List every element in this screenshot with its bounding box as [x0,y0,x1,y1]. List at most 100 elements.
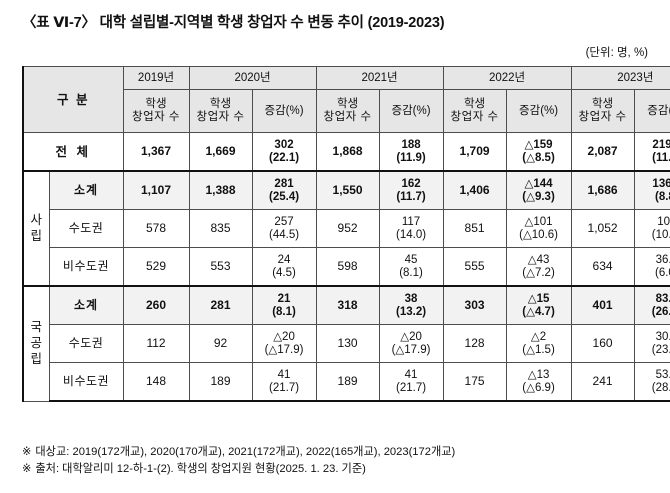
cell-2020-delta: 41 (21.7) [251,362,317,402]
delta-value: 100 [657,215,670,228]
header-count-2022: 학생 창업자 수 [442,89,507,133]
cell-2022-delta: △43 (△7.2) [505,247,572,287]
page-title: 〈표 Ⅵ-7〉 대학 설립별-지역별 학생 창업자 수 변동 추이 (2019-… [22,15,445,31]
cell-2022-count: 555 [442,247,507,287]
cell-2021-count: 189 [315,362,380,402]
delta-value: 281 [274,177,294,190]
footnote-text: 출처: 대학알리미 12-하-1-(2). 학생의 창업지원 현황(2025. … [35,463,366,476]
delta-percent: (8.1) [399,266,423,279]
header-count-2019: 학생 창업자 수 [122,89,190,133]
delta-value: 38 [404,292,418,305]
footnote-mark: ※ [22,446,32,458]
statistics-table: 구 분 2019년 2020년 2021년 2022년 2023년 학생 창업자… [21,66,670,402]
header-year-2020: 2020년 [188,66,317,90]
cell-2019-count: 148 [122,362,190,402]
delta-value: 219.0 [652,138,670,151]
cell-2021-count: 1,550 [315,170,380,210]
delta-percent: (21.7) [269,381,300,394]
delta-value: △43 [527,253,550,266]
cell-2020-delta: 21 (8.1) [251,285,317,325]
row-label-subtotal: 소계 [48,285,124,325]
cell-2023-count: 1,686 [570,170,635,210]
delta-percent: (△4.7) [522,305,555,318]
header-gubun: 구 분 [21,66,124,133]
cell-2020-delta: 257 (44.5) [251,209,317,248]
cell-2021-delta: 45 (8.1) [378,247,444,287]
delta-percent: (△9.3) [522,190,555,203]
delta-value: △2 [530,330,547,343]
cell-2022-count: 303 [442,285,507,325]
header-delta-2022: 증감(%) [505,89,572,133]
delta-percent: (22.1) [269,151,300,164]
row-label-subtotal: 소계 [48,170,124,210]
delta-percent: (28.2) [651,381,670,394]
cell-2023-count: 1,052 [570,209,635,248]
header-delta-2020: 증감(%) [251,89,317,133]
header-count-line2: 창업자 수 [450,111,499,123]
header-count-line1: 학생 [336,98,359,111]
cell-2022-delta: △13 (△6.9) [505,362,572,402]
cell-2021-delta: 188 (11.9) [378,132,444,172]
delta-value: 53.0 [655,368,670,381]
cell-2021-count: 1,868 [315,132,380,172]
delta-percent: (11.7) [652,151,670,164]
header-delta-2023: 증감(%) [633,89,670,133]
table-row: 전 체 1,367 1,669 302 (22.1) 1,868 188 (11… [21,132,670,172]
cell-2020-count: 92 [188,324,253,363]
table-row: 비수도권 148 189 41 (21.7) 189 41 (21.7) 175… [23,362,670,402]
cell-2021-delta: △20 (△17.9) [378,324,444,363]
cell-2021-count: 952 [315,209,380,248]
cell-2023-count: 241 [570,362,635,402]
cell-2022-delta: △159 (△8.5) [505,132,572,172]
delta-value: 21 [277,292,291,305]
cell-2021-delta: 38 (13.2) [378,285,444,325]
cell-2021-delta: 117 (14.0) [378,209,444,248]
delta-value: 41 [277,368,291,381]
cell-2020-count: 189 [188,362,253,402]
cell-2022-count: 175 [442,362,507,402]
footnote-mark: ※ [22,463,32,476]
delta-value: 257 [274,215,294,228]
cell-2022-delta: △101 (△10.6) [505,209,572,248]
statistics-table-container: 구 분 2019년 2020년 2021년 2022년 2023년 학생 창업자… [21,66,670,402]
header-count-line2: 창업자 수 [323,111,372,123]
delta-percent: (8.1) [272,305,296,318]
cell-2019-count: 578 [122,209,190,248]
footnote-text: 대상교: 2019(172개교), 2020(170개교), 2021(172개… [35,446,456,458]
cell-2022-delta: △144 (△9.3) [505,170,572,210]
cell-2023-delta: 136.0 (8.8) [633,170,670,210]
header-delta-2021: 증감(%) [378,89,444,133]
header-year-2021: 2021년 [315,66,444,90]
delta-percent: (4.5) [272,266,296,279]
delta-value: 41 [404,368,418,381]
header-count-line1: 학생 [209,98,232,111]
delta-percent: (23.1) [651,343,670,356]
header-count-line2: 창업자 수 [578,111,627,123]
delta-value: △159 [524,138,553,151]
cell-2023-delta: 83.0 (26.1) [633,285,670,325]
delta-value: △13 [527,368,550,381]
delta-value: △20 [273,330,295,343]
cell-2023-delta: 219.0 (11.7) [633,132,670,172]
delta-value: 30.0 [655,330,670,343]
cell-2019-count: 260 [122,285,190,325]
cell-2022-count: 1,709 [442,132,507,172]
cell-2023-delta: 30.0 (23.1) [633,324,670,363]
row-label-noncapital: 비수도권 [48,247,124,287]
row-label-noncapital: 비수도권 [48,362,124,402]
cell-2022-count: 128 [442,324,507,363]
header-count-line2: 창업자 수 [196,111,245,123]
delta-percent: (11.9) [396,151,426,164]
cell-2022-count: 1,406 [442,170,507,210]
table-row: 수도권 578 835 257 (44.5) 952 117 (14.0) 85… [23,209,670,248]
row-label-capital: 수도권 [48,324,124,363]
delta-percent: (21.7) [396,381,427,394]
cell-2021-delta: 162 (11.7) [378,170,444,210]
delta-value: 24 [277,253,291,266]
cell-2023-delta: 36.0 (6.0) [633,247,670,287]
header-year-2022: 2022년 [442,66,572,90]
